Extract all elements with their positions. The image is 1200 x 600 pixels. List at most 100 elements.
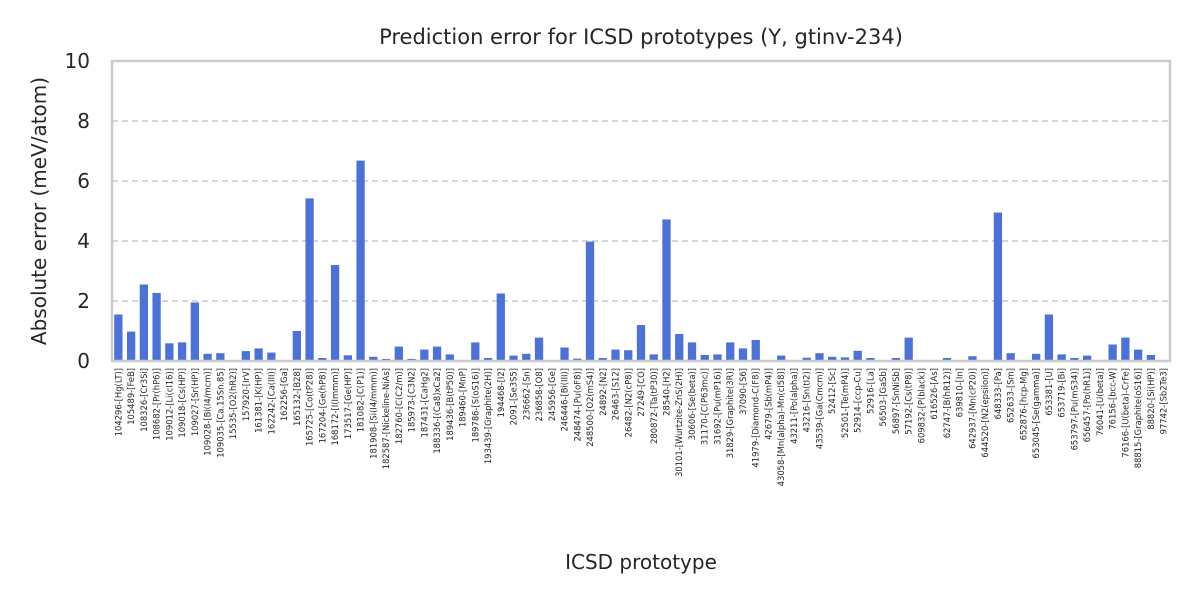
bar (305, 198, 314, 361)
bar (394, 346, 403, 361)
x-tick-label: 27249-[CO] (636, 368, 646, 417)
bar (1044, 314, 1054, 361)
x-tick-label: 616526-[As] (929, 368, 939, 420)
x-tick-label: 193439-[Graphite(2H)] (483, 368, 493, 464)
bar (636, 325, 646, 361)
x-tick-label: 189460-[MnP] (458, 368, 468, 427)
bar (496, 293, 505, 361)
x-tick-label: 43539-[Ga(Cmcm)] (814, 368, 824, 449)
bar (598, 358, 607, 361)
bar (420, 349, 429, 361)
bar (1121, 337, 1130, 361)
x-tick-label: 30606-[Se(beta)] (687, 368, 697, 440)
x-tick-label: 168172-[I(Immm)] (330, 368, 340, 445)
x-tick-label: 248474-[Pu(oF8)] (572, 368, 582, 442)
x-tick-labels: 104296-[Hg(LT)] 105489-[FeB] 108326-[Cr3Si… (113, 368, 1168, 486)
x-tick-label: 157920-[IrV] (241, 368, 251, 421)
bar (216, 353, 225, 361)
bar (840, 357, 850, 361)
x-tick-label: 109012-[Li(cI16)] (164, 368, 174, 441)
x-tick-label: 181082-[C(P1)] (356, 368, 366, 432)
bar (139, 284, 149, 361)
bar (968, 356, 977, 361)
grid-lines (112, 120, 1170, 302)
x-tick-label: 42679-[Sb(mP4)] (763, 368, 773, 440)
x-tick-label: 109018-[Cs(HP)] (177, 368, 187, 438)
x-tick-label: 43058-[Mn(alpha)-Mn(cI58)] (776, 368, 786, 486)
bar (369, 356, 378, 361)
x-tick-label: 88820-[Si(HP)] (1146, 368, 1156, 430)
bar (432, 346, 442, 361)
x-tick-label: 162256-[Ga] (279, 368, 289, 421)
x-tick-label: 37090-[S6] (738, 368, 748, 415)
x-tick-label: 52914-[ccp-Cu] (853, 368, 863, 433)
bar (177, 342, 187, 361)
x-tick-label: 31829-[Graphite(3R)] (725, 368, 735, 458)
x-tick-label: 15535-[O2(hR2)] (228, 368, 238, 439)
bar (700, 355, 709, 361)
x-tick-label: 76156-[bcc-W] (1108, 368, 1118, 430)
bar (853, 350, 862, 361)
bar (126, 331, 136, 361)
bar (318, 358, 327, 361)
bar (802, 357, 811, 361)
bar (534, 337, 544, 361)
bar (1032, 353, 1041, 361)
x-tick-label: 246446-[Bi(III)] (560, 368, 570, 432)
bar (471, 342, 480, 361)
bar (777, 355, 786, 361)
bar (292, 331, 301, 361)
bar (1070, 358, 1079, 361)
x-tick-label: 52916-[La] (865, 368, 875, 414)
x-tick-label: 97742-[Sb2Te3] (1159, 368, 1169, 434)
bar (713, 354, 722, 361)
x-tick-label: 43211-[Po(alpha)] (789, 368, 799, 444)
bar (241, 351, 250, 361)
x-tick-label: 245956-[Ge] (547, 368, 557, 421)
x-tick-label: 648333-[Pa] (993, 368, 1003, 419)
bar (726, 342, 735, 361)
bar (203, 353, 212, 361)
x-tick-label: 182587-[Nickeline-NiAs] (381, 368, 391, 469)
bar (114, 314, 123, 361)
x-tick-label: 653797-[Pu(mS34)] (1069, 368, 1079, 450)
x-tick-label: 108682-[Pr(hP6)] (152, 368, 162, 440)
bar (866, 358, 875, 361)
bar (165, 343, 174, 361)
y-tick-label: 8 (77, 109, 90, 133)
bar (509, 355, 518, 361)
bar (267, 352, 276, 361)
x-tick-label: 31692-[Pu(mP16)] (712, 368, 722, 445)
x-tick-label: 43216-[Sn(tI2)] (802, 368, 812, 432)
bar (942, 358, 952, 361)
x-tick-label: 280872-[Ta(tP30)] (649, 368, 659, 444)
x-tick-label: 28540-[H2] (661, 368, 671, 416)
bar (649, 354, 658, 361)
x-tick-label: 639810-[In] (955, 368, 965, 417)
bar (1057, 354, 1066, 361)
bar (483, 358, 493, 361)
x-tick-label: 653719-[Bi] (1057, 368, 1067, 418)
bar (1083, 355, 1092, 361)
bar (611, 349, 620, 361)
x-tick-label: 56503-[GaSb] (878, 368, 888, 426)
bar (445, 354, 454, 361)
x-tick-label: 167204-[Ge(hP8)] (317, 368, 327, 443)
x-tick-label: 108326-[Cr3Si] (139, 368, 149, 432)
chart-title: Prediction error for ICSD prototypes (Y,… (379, 25, 903, 49)
bar (560, 347, 569, 361)
y-tick-label: 10 (65, 49, 90, 73)
x-tick-label: 161381-[K(HP)] (254, 368, 264, 433)
y-tick-label: 0 (77, 349, 90, 373)
x-tick-label: 188336-[(Ca8)xCa2] (432, 368, 442, 454)
x-tick-label: 56897-[SnNiSb] (891, 368, 901, 434)
bar (1133, 349, 1143, 361)
x-tick-label: 88815-[Graphite(oS16)] (1133, 368, 1143, 468)
x-tick-label: 642937-[Mn(cP20)] (967, 368, 977, 449)
bar (624, 350, 633, 361)
x-tick-label: 182760-[C(C2/m)] (394, 368, 404, 444)
x-tick-label: 656457-[Po(hR1)] (1082, 368, 1092, 442)
y-axis-label: Absolute error (meV/atom) (27, 77, 51, 345)
x-tick-label: 2091-[Se3S5] (509, 368, 519, 425)
